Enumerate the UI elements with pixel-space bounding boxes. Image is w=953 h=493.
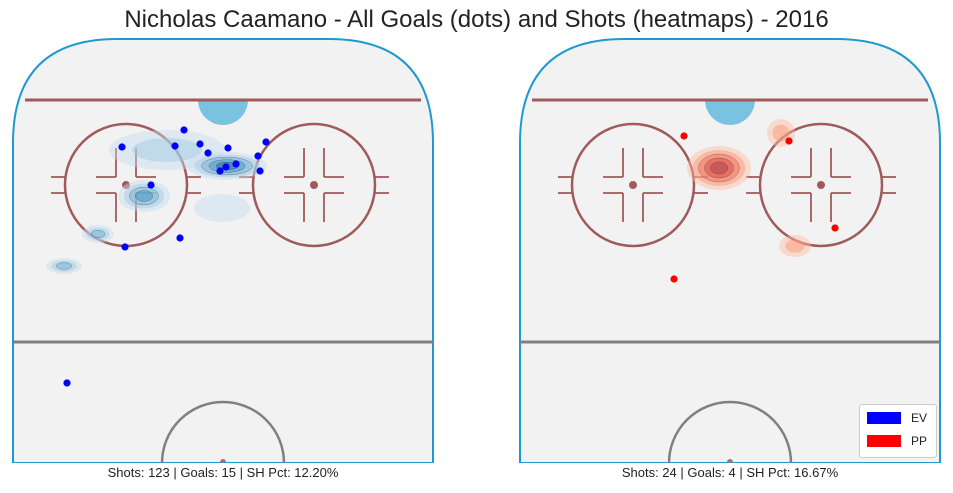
ev-goal-dot-11	[262, 138, 270, 146]
pp-heat-1-level-1	[772, 124, 790, 142]
ev-goal-dot-9	[254, 152, 262, 160]
legend-entry-ev: EV	[867, 410, 927, 426]
ev-goal-dot-1	[180, 126, 188, 134]
ev-goal-dot-13	[121, 243, 129, 251]
faceoff-circle-right	[758, 122, 884, 248]
faceoff-hashmarks-right	[239, 148, 389, 222]
ev-goal-dot-4	[204, 149, 212, 157]
ev-goal-dot-15	[63, 379, 71, 387]
pp-heat-2-level-1	[785, 239, 805, 253]
pp-goal-dot-2	[831, 224, 839, 232]
ev-heat-2-level-3	[135, 190, 153, 202]
legend-swatch-ev	[867, 412, 901, 424]
legend-label-pp: PP	[911, 434, 928, 448]
ev-stats-caption: Shots: 123 | Goals: 15 | SH Pct: 12.20%	[107, 465, 339, 480]
faceoff-dot-right	[310, 181, 318, 189]
legend-entry-pp: PP	[867, 433, 927, 449]
ev-heat-3-level-0	[46, 258, 82, 274]
center-circle	[160, 400, 286, 463]
center-circle	[667, 400, 793, 463]
faceoff-dot-right	[817, 181, 825, 189]
pp-heat-0-level-4	[710, 161, 728, 175]
ice-surface	[519, 38, 941, 463]
rink-pp-panel	[519, 38, 941, 463]
ev-goal-dot-12	[147, 181, 155, 189]
faceoff-dot-left	[629, 181, 637, 189]
ev-goal-dot-10	[256, 167, 264, 175]
goal-crease	[705, 100, 755, 125]
ev-heat-0-level-1	[132, 138, 202, 162]
pp-goal-dot-0	[680, 132, 688, 140]
pp-heat-0-level-0	[687, 146, 751, 190]
legend-swatch-pp	[867, 435, 901, 447]
legend: EV PP	[859, 404, 937, 458]
faceoff-hashmarks-right	[746, 148, 896, 222]
pp-heat-0-level-3	[704, 157, 734, 179]
ev-goal-dot-5	[224, 144, 232, 152]
faceoff-circle-left	[570, 122, 696, 248]
pp-heat-2-level-0	[779, 235, 811, 257]
pp-goal-dot-1	[785, 137, 793, 145]
center-dot	[727, 459, 733, 463]
ev-heat-2-level-0	[118, 180, 170, 212]
rink-ev-panel	[12, 38, 434, 463]
ice-surface	[12, 38, 434, 463]
faceoff-dot-left	[122, 181, 130, 189]
ev-heat-4-level-1	[86, 227, 110, 241]
ev-goal-dot-0	[118, 143, 126, 151]
goal-crease	[198, 100, 248, 125]
ev-heat-2-level-2	[129, 186, 159, 206]
ev-goal-dot-8	[232, 160, 240, 168]
ev-goal-dot-6	[216, 167, 224, 175]
ev-heat-3-level-2	[56, 262, 72, 270]
ev-goal-dot-3	[196, 140, 204, 148]
ev-heat-4-level-0	[82, 225, 114, 243]
pp-stats-caption: Shots: 24 | Goals: 4 | SH Pct: 16.67%	[621, 465, 839, 480]
ev-heat-5-level-0	[194, 194, 250, 222]
pp-heat-0-level-1	[692, 150, 746, 186]
ev-goal-dot-2	[171, 142, 179, 150]
ev-heat-4-level-2	[90, 229, 106, 239]
faceoff-hashmarks-left	[51, 148, 201, 222]
faceoff-hashmarks-left	[558, 148, 708, 222]
ev-goal-dot-7	[222, 163, 230, 171]
chart-title: Nicholas Caamano - All Goals (dots) and …	[124, 6, 829, 33]
faceoff-circle-right	[251, 122, 377, 248]
center-dot	[220, 459, 226, 463]
ev-heat-0-level-0	[109, 130, 225, 170]
pp-goal-dot-3	[670, 275, 678, 283]
ev-heat-3-level-1	[51, 260, 77, 272]
ev-goal-dot-14	[176, 234, 184, 242]
legend-label-ev: EV	[911, 411, 928, 425]
